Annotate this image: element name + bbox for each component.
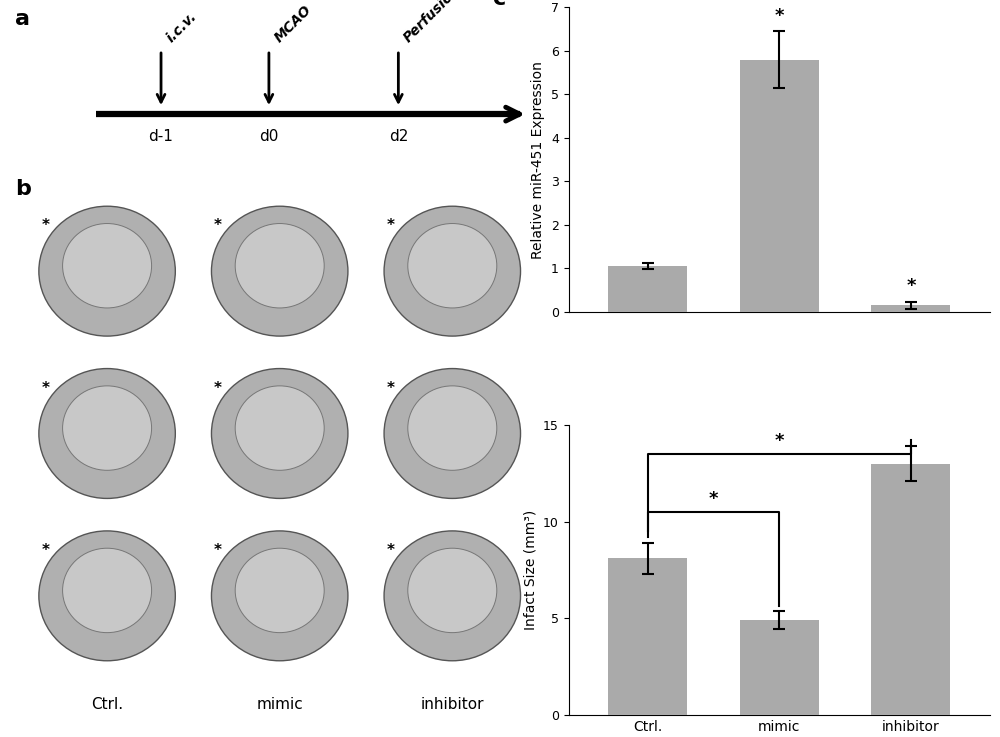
Text: *: *: [775, 432, 784, 450]
Ellipse shape: [39, 531, 175, 661]
Text: mimic: mimic: [256, 697, 303, 712]
Text: d-1: d-1: [149, 130, 173, 144]
Text: *: *: [41, 218, 49, 233]
Y-axis label: Relative miR-451 Expression: Relative miR-451 Expression: [531, 60, 545, 259]
Ellipse shape: [63, 386, 152, 470]
Ellipse shape: [408, 548, 497, 632]
Text: *: *: [775, 7, 784, 25]
Text: Perfusion: Perfusion: [401, 0, 463, 46]
Text: MCAO: MCAO: [272, 3, 314, 46]
Ellipse shape: [235, 386, 324, 470]
Bar: [871, 464, 950, 715]
Text: *: *: [387, 380, 395, 396]
Ellipse shape: [235, 548, 324, 632]
Text: *: *: [214, 543, 222, 558]
Text: d2: d2: [389, 130, 408, 144]
Ellipse shape: [63, 223, 152, 308]
Ellipse shape: [211, 531, 348, 661]
Text: *: *: [906, 277, 916, 296]
Ellipse shape: [39, 206, 175, 336]
Text: *: *: [41, 380, 49, 396]
Bar: [740, 60, 819, 312]
Ellipse shape: [384, 368, 521, 498]
Ellipse shape: [408, 223, 497, 308]
Bar: [871, 305, 950, 312]
Bar: [608, 558, 687, 715]
Text: d0: d0: [259, 130, 279, 144]
Text: *: *: [387, 543, 395, 558]
Ellipse shape: [39, 368, 175, 498]
Ellipse shape: [384, 206, 521, 336]
Text: *: *: [214, 380, 222, 396]
Ellipse shape: [408, 386, 497, 470]
Text: *: *: [214, 218, 222, 233]
Ellipse shape: [211, 368, 348, 498]
Text: inhibitor: inhibitor: [421, 697, 484, 712]
Y-axis label: Infact Size (mm³): Infact Size (mm³): [523, 510, 537, 630]
Text: b: b: [15, 179, 31, 199]
Text: i.c.v.: i.c.v.: [164, 10, 200, 46]
Bar: [608, 266, 687, 312]
Ellipse shape: [63, 548, 152, 632]
Text: *: *: [41, 543, 49, 558]
Text: *: *: [387, 218, 395, 233]
Ellipse shape: [384, 531, 521, 661]
Ellipse shape: [235, 223, 324, 308]
Bar: [740, 620, 819, 715]
Text: a: a: [15, 9, 30, 29]
Text: *: *: [709, 490, 718, 508]
Text: c: c: [493, 0, 506, 9]
Text: Ctrl.: Ctrl.: [91, 697, 123, 712]
Ellipse shape: [211, 206, 348, 336]
